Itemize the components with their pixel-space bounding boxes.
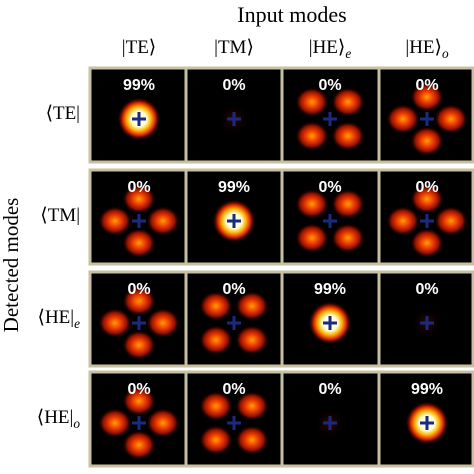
intensity-lobe: [146, 308, 180, 338]
row-label: ⟨HE|o: [37, 407, 81, 431]
grid: 99% 0% 0% 0% 0% 99% 0% 0% 0% 0% 99% 0% 0% 0% 0% 99%: [88, 66, 474, 468]
row-label: ⟨TE|: [46, 103, 80, 124]
intensity-lobe: [199, 391, 233, 421]
column-label-sub: o: [442, 46, 449, 61]
row-label: ⟨TM|: [40, 205, 80, 226]
center-cross: [227, 316, 241, 330]
intensity-lobe: [235, 291, 269, 321]
cell-percentage: 0%: [222, 281, 245, 298]
cell-percentage: 0%: [222, 381, 245, 398]
center-cross: [323, 416, 337, 430]
row-label-text: ⟨HE|: [37, 407, 74, 428]
column-label-text: |HE⟩: [405, 37, 442, 58]
intensity-lobe: [434, 206, 468, 236]
intensity-lobe: [331, 223, 365, 253]
column-label-text: |TM⟩: [214, 37, 254, 58]
column-label: |TM⟩: [214, 37, 254, 58]
intensity-lobe: [199, 291, 233, 321]
intensity-lobe: [122, 430, 156, 460]
column-label: |HE⟩e: [309, 37, 352, 61]
intensity-lobe: [98, 206, 132, 236]
cell-percentage: 0%: [415, 179, 438, 196]
intensity-lobe: [295, 223, 329, 253]
intensity-lobe: [295, 189, 329, 219]
column-label: |TE⟩: [122, 37, 156, 58]
cell-percentage: 99%: [314, 281, 346, 298]
intensity-lobe: [122, 184, 156, 214]
intensity-lobe: [122, 286, 156, 316]
intensity-lobe: [122, 228, 156, 258]
center-cross: [227, 214, 241, 228]
center-cross: [132, 112, 146, 126]
cell-percentage: 99%: [411, 381, 443, 398]
intensity-lobe: [331, 87, 365, 117]
center-cross: [132, 214, 146, 228]
cell-percentage: 0%: [127, 179, 150, 196]
row-label-text: ⟨HE|: [38, 307, 75, 328]
cell-percentage: 0%: [318, 77, 341, 94]
center-cross: [420, 416, 434, 430]
row-label-sub: e: [74, 316, 80, 331]
intensity-lobe: [386, 206, 420, 236]
intensity-lobe: [386, 104, 420, 134]
intensity-lobe: [235, 391, 269, 421]
center-cross: [132, 416, 146, 430]
cell-percentage: 0%: [318, 179, 341, 196]
intensity-lobe: [410, 126, 444, 156]
center-cross: [132, 316, 146, 330]
cell-percentage: 0%: [127, 381, 150, 398]
center-cross: [323, 112, 337, 126]
intensity-lobe: [199, 325, 233, 355]
cell-percentage: 99%: [218, 179, 250, 196]
column-label: |HE⟩o: [405, 37, 449, 61]
intensity-lobe: [331, 121, 365, 151]
center-cross: [323, 214, 337, 228]
intensity-lobe: [146, 206, 180, 236]
center-cross: [227, 416, 241, 430]
center-cross: [420, 214, 434, 228]
intensity-lobe: [295, 121, 329, 151]
column-label-text: |HE⟩: [309, 37, 346, 58]
intensity-lobe: [98, 408, 132, 438]
row-label-text: ⟨TM|: [40, 205, 80, 226]
cell-percentage: 99%: [123, 77, 155, 94]
center-cross: [420, 316, 434, 330]
intensity-lobe: [295, 87, 329, 117]
center-cross: [323, 316, 337, 330]
intensity-lobe: [434, 104, 468, 134]
column-label-sub: e: [345, 46, 351, 61]
title: Input modes: [237, 2, 346, 27]
center-cross: [227, 112, 241, 126]
center-cross: [420, 112, 434, 126]
cell-percentage: 0%: [415, 77, 438, 94]
cell-percentage: 0%: [222, 77, 245, 94]
intensity-lobe: [235, 325, 269, 355]
cell-percentage: 0%: [415, 281, 438, 298]
cell-percentage: 0%: [127, 281, 150, 298]
intensity-lobe: [235, 425, 269, 455]
intensity-lobe: [98, 308, 132, 338]
intensity-lobe: [146, 408, 180, 438]
row-label-text: ⟨TE|: [46, 103, 80, 124]
y-label: Detected modes: [0, 198, 23, 333]
intensity-lobe: [410, 228, 444, 258]
intensity-lobe: [331, 189, 365, 219]
row-label-sub: o: [73, 416, 80, 431]
intensity-lobe: [410, 82, 444, 112]
intensity-lobe: [122, 330, 156, 360]
column-label-text: |TE⟩: [122, 37, 156, 58]
row-label: ⟨HE|e: [38, 307, 81, 331]
intensity-lobe: [410, 184, 444, 214]
intensity-lobe: [199, 425, 233, 455]
intensity-lobe: [122, 386, 156, 416]
cell-percentage: 0%: [318, 381, 341, 398]
